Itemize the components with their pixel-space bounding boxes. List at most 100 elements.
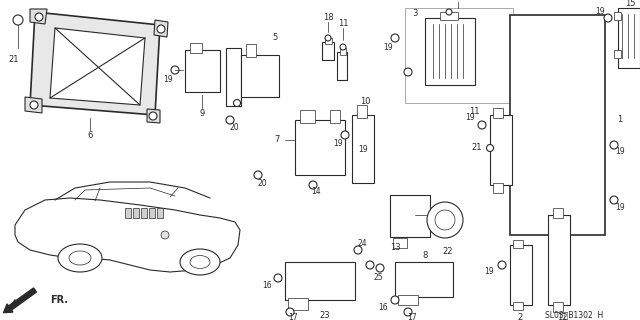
Bar	[393, 238, 407, 248]
Text: 9: 9	[200, 108, 205, 117]
Circle shape	[610, 196, 618, 204]
Text: 10: 10	[360, 98, 371, 107]
Bar	[553, 208, 563, 218]
Bar	[493, 183, 503, 193]
Bar	[425, 18, 475, 85]
Bar	[157, 208, 163, 218]
Text: 19: 19	[615, 203, 625, 212]
Text: 19: 19	[615, 148, 625, 156]
Bar	[513, 302, 523, 310]
Text: 2: 2	[517, 314, 523, 320]
Circle shape	[254, 171, 262, 179]
Text: 14: 14	[311, 188, 321, 196]
Circle shape	[309, 181, 317, 189]
Bar	[618, 8, 640, 68]
Circle shape	[234, 100, 241, 107]
Circle shape	[286, 308, 294, 316]
Text: 19: 19	[163, 76, 173, 84]
Text: 3: 3	[412, 10, 418, 19]
Bar	[226, 48, 241, 106]
Bar	[398, 295, 418, 305]
Text: 18: 18	[323, 13, 333, 22]
Bar	[513, 240, 523, 248]
Circle shape	[354, 246, 362, 254]
Text: 22: 22	[443, 247, 453, 257]
Circle shape	[446, 9, 452, 15]
Circle shape	[356, 136, 364, 144]
Bar	[149, 208, 155, 218]
Polygon shape	[30, 9, 47, 24]
Text: 17: 17	[407, 314, 417, 320]
Bar	[510, 245, 532, 305]
Text: 19: 19	[383, 43, 393, 52]
Circle shape	[30, 101, 38, 109]
Text: 16: 16	[262, 281, 272, 290]
Text: 20: 20	[257, 179, 267, 188]
Text: 12: 12	[557, 314, 567, 320]
Bar	[295, 120, 345, 175]
Circle shape	[157, 25, 165, 33]
Bar	[390, 195, 430, 237]
Circle shape	[340, 44, 346, 50]
Circle shape	[427, 202, 463, 238]
Bar	[510, 15, 605, 235]
Circle shape	[325, 35, 331, 41]
Text: 19: 19	[358, 146, 368, 155]
Circle shape	[171, 66, 179, 74]
Circle shape	[274, 274, 282, 282]
Circle shape	[435, 210, 455, 230]
Bar	[133, 208, 139, 218]
Text: 13: 13	[390, 244, 400, 252]
Circle shape	[404, 308, 412, 316]
Text: 20: 20	[229, 124, 239, 132]
Bar	[553, 302, 563, 312]
Bar	[330, 110, 340, 123]
Bar	[340, 48, 346, 55]
Text: FR.: FR.	[50, 295, 68, 305]
Bar	[395, 262, 453, 297]
Circle shape	[13, 15, 23, 25]
Bar	[322, 42, 334, 60]
Circle shape	[341, 131, 349, 139]
Ellipse shape	[190, 255, 210, 268]
Polygon shape	[25, 97, 42, 113]
Bar	[357, 105, 367, 118]
Bar	[493, 108, 503, 118]
Bar	[246, 44, 256, 57]
Polygon shape	[154, 20, 168, 37]
Text: 15: 15	[625, 0, 636, 7]
Text: 21: 21	[472, 143, 482, 153]
Text: 11: 11	[338, 19, 348, 28]
Circle shape	[391, 296, 399, 304]
Circle shape	[149, 112, 157, 120]
Text: 19: 19	[484, 268, 494, 276]
Text: 6: 6	[87, 131, 93, 140]
Text: 17: 17	[288, 314, 298, 320]
Circle shape	[478, 121, 486, 129]
Bar	[405, 8, 513, 103]
Bar	[325, 38, 332, 44]
Bar	[185, 50, 220, 92]
Text: 4: 4	[456, 0, 461, 3]
Bar	[614, 50, 621, 58]
Circle shape	[498, 261, 506, 269]
Bar	[141, 208, 147, 218]
Bar	[548, 215, 570, 305]
Bar	[337, 52, 347, 80]
Text: 24: 24	[357, 239, 367, 249]
Circle shape	[161, 231, 169, 239]
Bar	[125, 208, 131, 218]
Ellipse shape	[58, 244, 102, 272]
Ellipse shape	[180, 249, 220, 275]
Circle shape	[404, 68, 412, 76]
Text: 19: 19	[465, 114, 475, 123]
Text: 11: 11	[470, 108, 480, 116]
FancyArrow shape	[3, 288, 36, 313]
Polygon shape	[50, 28, 145, 105]
Text: 19: 19	[333, 139, 343, 148]
Bar	[285, 262, 355, 300]
Polygon shape	[30, 12, 160, 115]
Text: 8: 8	[422, 251, 428, 260]
Circle shape	[35, 13, 43, 21]
Bar	[490, 115, 512, 185]
